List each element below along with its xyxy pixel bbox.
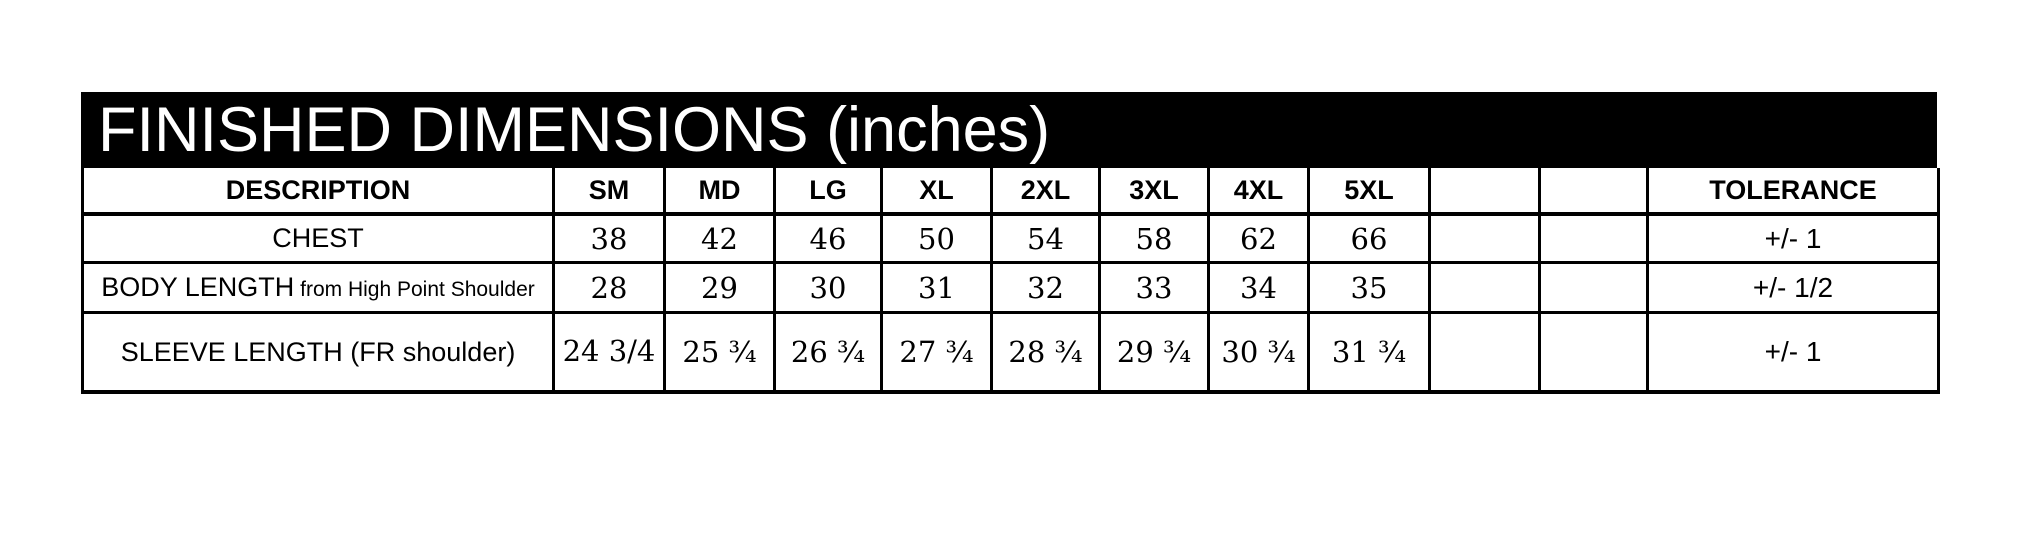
col-header-2xl: 2XL [990, 168, 1101, 216]
cell-body-length-3xl: 33 [1098, 261, 1210, 314]
row-label-sleeve-length: SLEEVE LENGTH (FR shoulder) [81, 311, 555, 394]
cell-chest-4xl: 62 [1207, 212, 1310, 264]
cell-chest-lg: 46 [773, 212, 883, 264]
row-label-text: BODY LENGTH [101, 272, 295, 302]
cell-sleeve-length-md: 25 ¾ [663, 311, 776, 394]
cell-body-length-2xl: 32 [990, 261, 1101, 314]
cell-sleeve-length-3xl: 29 ¾ [1098, 311, 1210, 394]
cell-sleeve-length-tolerance: +/- 1 [1646, 311, 1940, 394]
cell-body-length-lg: 30 [773, 261, 883, 314]
cell-sleeve-length-5xl: 31 ¾ [1307, 311, 1431, 394]
cell-chest-2xl: 54 [990, 212, 1101, 264]
row-label-body-length: BODY LENGTH from High Point Shoulder [81, 261, 555, 314]
cell-body-length-tolerance: +/- 1/2 [1646, 261, 1940, 314]
cell-sleeve-length-sm: 24 3/4 [552, 311, 666, 394]
col-header-5xl: 5XL [1307, 168, 1431, 216]
cell-body-length-sm: 28 [552, 261, 666, 314]
table-title: FINISHED DIMENSIONS (inches) [98, 95, 1051, 165]
cell-body-length-md: 29 [663, 261, 776, 314]
table-title-bar: FINISHED DIMENSIONS (inches) [81, 92, 1937, 168]
cell-chest-blank-1 [1428, 212, 1541, 264]
col-header-tolerance: TOLERANCE [1646, 168, 1940, 216]
col-header-md: MD [663, 168, 776, 216]
cell-chest-tolerance: +/- 1 [1646, 212, 1940, 264]
cell-body-length-xl: 31 [880, 261, 993, 314]
col-header-3xl: 3XL [1098, 168, 1210, 216]
cell-chest-blank-2 [1538, 212, 1649, 264]
cell-chest-5xl: 66 [1307, 212, 1431, 264]
cell-body-length-4xl: 34 [1207, 261, 1310, 314]
cell-sleeve-length-2xl: 28 ¾ [990, 311, 1101, 394]
col-header-description: DESCRIPTION [81, 168, 555, 216]
cell-chest-3xl: 58 [1098, 212, 1210, 264]
row-label-text: CHEST [272, 223, 364, 253]
cell-body-length-5xl: 35 [1307, 261, 1431, 314]
col-header-sm: SM [552, 168, 666, 216]
table-row-sleeve-length: SLEEVE LENGTH (FR shoulder) 24 3/4 25 ¾ … [81, 311, 1940, 394]
cell-sleeve-length-blank-1 [1428, 311, 1541, 394]
table-header-row: DESCRIPTION SM MD LG XL 2XL 3XL 4XL 5XL … [81, 168, 1940, 216]
col-header-blank-2 [1538, 168, 1649, 216]
finished-dimensions-table: FINISHED DIMENSIONS (inches) DESCRIPTION… [81, 92, 1940, 394]
col-header-4xl: 4XL [1207, 168, 1310, 216]
size-spec-table: DESCRIPTION SM MD LG XL 2XL 3XL 4XL 5XL … [81, 168, 1940, 394]
table-row-body-length: BODY LENGTH from High Point Shoulder 28 … [81, 261, 1940, 314]
cell-sleeve-length-lg: 26 ¾ [773, 311, 883, 394]
row-label-text: SLEEVE LENGTH (FR shoulder) [120, 336, 516, 367]
row-label-chest: CHEST [81, 212, 555, 264]
table-row-chest: CHEST 38 42 46 50 54 58 62 66 +/- 1 [81, 212, 1940, 264]
cell-body-length-blank-2 [1538, 261, 1649, 314]
cell-sleeve-length-xl: 27 ¾ [880, 311, 993, 394]
col-header-blank-1 [1428, 168, 1541, 216]
col-header-xl: XL [880, 168, 993, 216]
cell-chest-xl: 50 [880, 212, 993, 264]
cell-sleeve-length-4xl: 30 ¾ [1207, 311, 1310, 394]
cell-chest-md: 42 [663, 212, 776, 264]
cell-sleeve-length-blank-2 [1538, 311, 1649, 394]
cell-chest-sm: 38 [552, 212, 666, 264]
row-label-note: from High Point Shoulder [294, 278, 535, 301]
col-header-lg: LG [773, 168, 883, 216]
cell-body-length-blank-1 [1428, 261, 1541, 314]
